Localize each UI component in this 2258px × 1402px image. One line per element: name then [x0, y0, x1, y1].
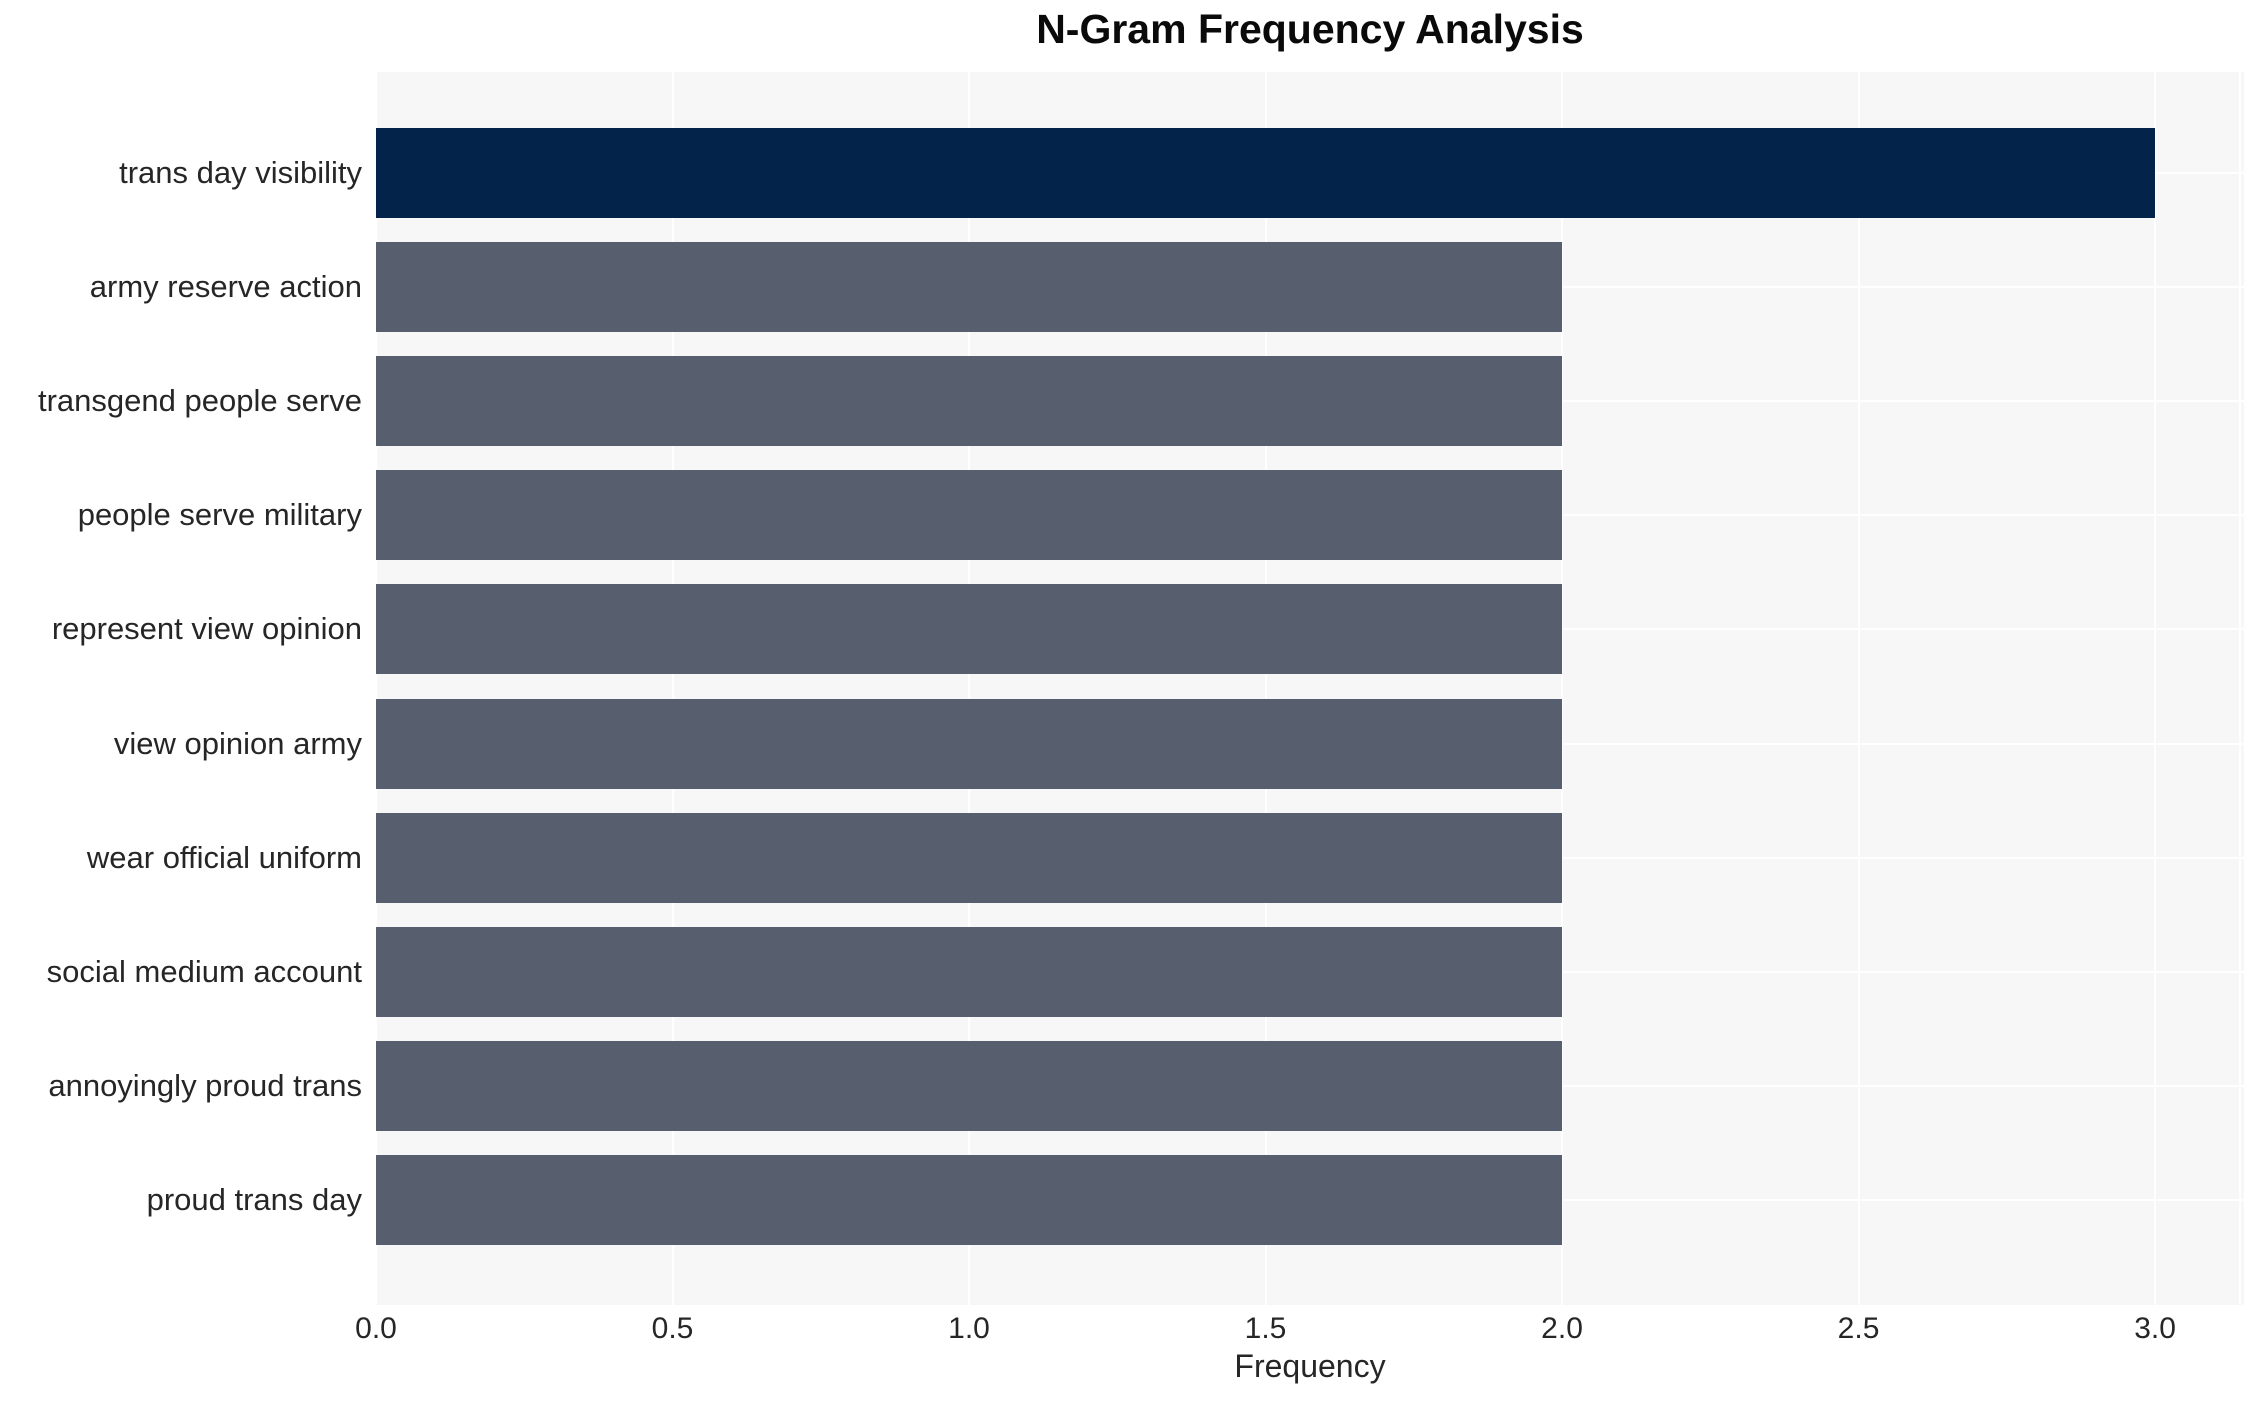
x-axis-ticks: 0.0 0.5 1.0 1.5 2.0 2.5 3.0: [355, 1312, 2244, 1348]
x-axis-tick-label: 1.0: [948, 1312, 990, 1345]
bar: [376, 812, 1563, 903]
x-gridline: [968, 72, 971, 1305]
y-axis-category-label: trans day visibility: [119, 155, 362, 190]
y-axis-category-label: army reserve action: [89, 269, 362, 305]
bar: [376, 926, 1563, 1017]
x-gridline: [1561, 72, 1564, 1305]
x-axis-tick-label: 0.0: [355, 1312, 397, 1345]
x-axis-tick-label: 2.5: [1837, 1312, 1880, 1345]
bar: [376, 1154, 1563, 1245]
plot-area: [375, 72, 2244, 1305]
x-gridline: [2154, 72, 2157, 1305]
y-axis-category-label: wear official uniform: [86, 839, 362, 875]
x-axis-label: Frequency: [1234, 1348, 1386, 1384]
x-gridline: [1857, 72, 1860, 1305]
chart-title: N-Gram Frequency Analysis: [1036, 6, 1584, 52]
x-axis-tick-label: 2.0: [1541, 1312, 1583, 1345]
y-axis-category-label: represent view opinion: [51, 611, 362, 647]
x-axis-tick-label: 0.5: [651, 1312, 694, 1345]
bar: [376, 128, 2156, 218]
x-gridline: [1264, 72, 1267, 1305]
y-axis-category-labels: trans day visibility army reserve action t…: [0, 72, 362, 1305]
bar: [376, 242, 1563, 333]
bar: [376, 584, 1563, 675]
y-axis-category-label: annoyingly proud trans: [48, 1067, 362, 1103]
x-axis-tick-label: 1.5: [1244, 1312, 1287, 1345]
y-axis-category-label: people serve military: [77, 497, 362, 533]
bar: [376, 356, 1563, 447]
bar: [376, 470, 1563, 561]
x-gridline: [375, 72, 377, 1305]
y-axis-category-label: social medium account: [46, 953, 362, 989]
plot-right-edge-line: [2239, 72, 2241, 1305]
bar: [376, 1040, 1563, 1131]
y-axis-category-label: view opinion army: [113, 725, 362, 761]
x-gridline: [671, 72, 674, 1305]
x-axis-tick-label: 3.0: [2134, 1312, 2176, 1345]
bar: [376, 698, 1563, 789]
y-axis-category-label: proud trans day: [146, 1181, 362, 1217]
y-axis-category-label: transgend people serve: [37, 383, 362, 419]
